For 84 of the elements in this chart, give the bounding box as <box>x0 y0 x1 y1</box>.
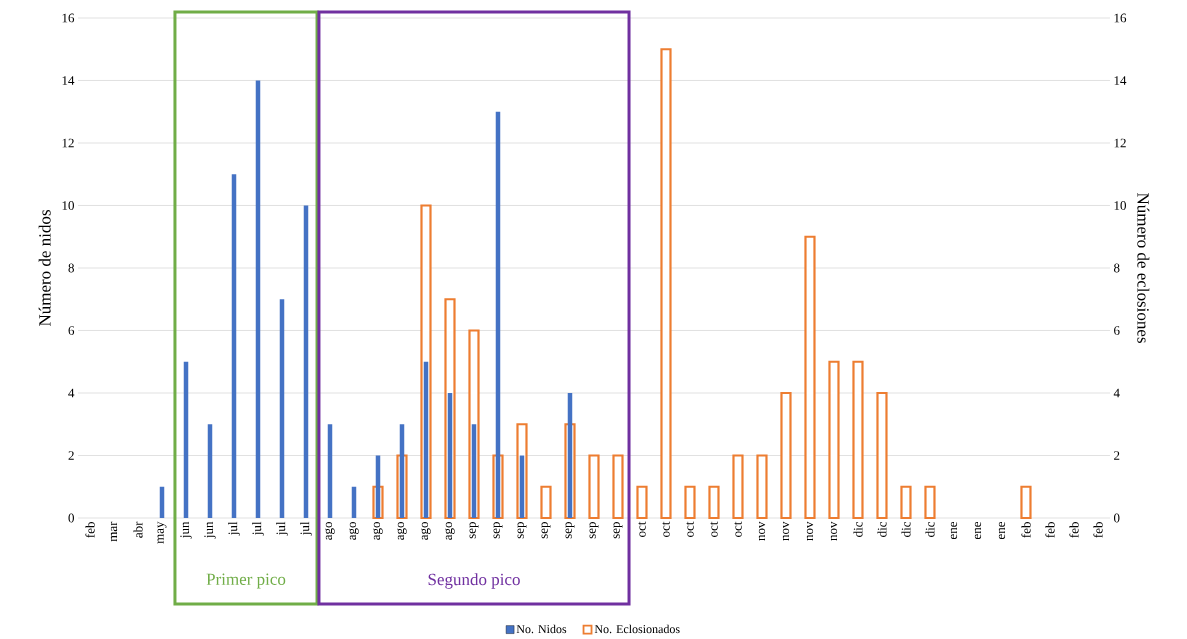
y2-tick-label: 12 <box>1114 138 1126 148</box>
x-tick-label: mar <box>110 521 118 542</box>
x-tick-label: feb <box>1021 522 1031 538</box>
x-tick-label: oct <box>638 521 646 537</box>
x-tick-label: ago <box>373 522 383 540</box>
bar <box>708 485 720 520</box>
bar <box>660 48 672 520</box>
x-tick-label: sep <box>517 522 527 539</box>
x-tick-label: oct <box>710 521 718 537</box>
x-tick-label: dic <box>901 521 911 537</box>
x-tick-label: ene <box>974 521 982 540</box>
x-tick-label: ago <box>445 522 455 540</box>
bar <box>780 391 792 520</box>
x-tick-label: jun <box>204 521 216 539</box>
y2-tick-label: 10 <box>1114 201 1126 210</box>
legend-label: No. Nidos <box>516 624 567 634</box>
x-tick-label: ene <box>950 521 958 540</box>
y2-tick-label: 14 <box>1114 76 1127 85</box>
x-tick-label: ago <box>421 522 431 540</box>
bar <box>924 485 936 520</box>
bar <box>804 235 816 520</box>
x-tick-label: may <box>157 521 167 544</box>
legend-label: No. Eclosionados <box>594 624 680 634</box>
bar <box>540 485 552 520</box>
x-tick-label: ago <box>349 522 359 540</box>
x-tick-label: nov <box>830 521 838 541</box>
y-tick-label: 6 <box>68 326 75 335</box>
x-tick-label: nov <box>782 521 790 541</box>
x-tick-label: nov <box>806 521 814 541</box>
bar <box>612 454 624 520</box>
x-tick-label: sep <box>565 522 575 539</box>
x-tick-label: jul <box>300 521 312 536</box>
y2-tick-label: 16 <box>1114 13 1127 23</box>
x-tick-label: oct <box>734 521 742 537</box>
x-tick-label: jun <box>180 521 192 539</box>
y2-axis-title: Número de eclosiones <box>1137 192 1150 343</box>
x-tick-label: feb <box>85 522 95 538</box>
x-tick-label: oct <box>662 521 670 537</box>
x-tick-label: oct <box>686 521 694 537</box>
text: Segundo pico <box>428 573 520 589</box>
bar <box>876 391 888 520</box>
x-tick-label: dic <box>925 521 935 537</box>
y-tick-label: 10 <box>62 201 74 210</box>
x-tick-label: sep <box>613 522 623 539</box>
bar <box>828 360 840 520</box>
x-tick-label: feb <box>1069 522 1079 538</box>
y-axis-title: Número de nidos <box>38 210 51 327</box>
x-tick-label: nov <box>758 521 766 541</box>
x-tick-label: sep <box>589 522 599 539</box>
x-tick-label: dic <box>853 521 863 537</box>
bar <box>1020 485 1032 520</box>
y-tick-label: 14 <box>62 76 75 85</box>
x-tick-label: sep <box>541 522 551 539</box>
bar <box>900 485 912 520</box>
y-tick-label: 8 <box>68 263 74 273</box>
y-tick-label: 0 <box>68 513 74 523</box>
x-tick-label: ago <box>397 522 407 540</box>
bar <box>684 485 696 520</box>
x-tick-label: feb <box>1093 522 1103 538</box>
y2-tick-label: 4 <box>1113 388 1120 398</box>
x-tick-label: feb <box>1045 522 1055 538</box>
x-tick-label: ago <box>325 522 335 540</box>
bar <box>636 485 648 520</box>
x-tick-label: dic <box>877 521 887 537</box>
x-tick-label: jul <box>228 521 240 536</box>
y2-tick-label: 2 <box>1114 451 1120 460</box>
x-tick-label: sep <box>469 522 479 539</box>
y-tick-label: 16 <box>62 13 75 23</box>
x-tick-label: jul <box>252 521 264 536</box>
y2-tick-label: 6 <box>1114 326 1120 335</box>
text: Primer pico <box>206 573 286 589</box>
x-tick-label: ene <box>998 521 1006 540</box>
bar <box>588 454 600 520</box>
bar <box>732 454 744 520</box>
y-tick-label: 4 <box>68 388 75 398</box>
y2-tick-label: 0 <box>1113 513 1120 523</box>
bar <box>852 360 864 520</box>
x-tick-label: abr <box>133 521 143 538</box>
bar <box>756 454 768 520</box>
y-tick-label: 12 <box>62 138 74 148</box>
y-tick-label: 2 <box>68 451 74 460</box>
x-tick-label: jul <box>276 521 288 536</box>
x-tick-label: sep <box>493 522 503 539</box>
y2-tick-label: 8 <box>1113 263 1120 273</box>
